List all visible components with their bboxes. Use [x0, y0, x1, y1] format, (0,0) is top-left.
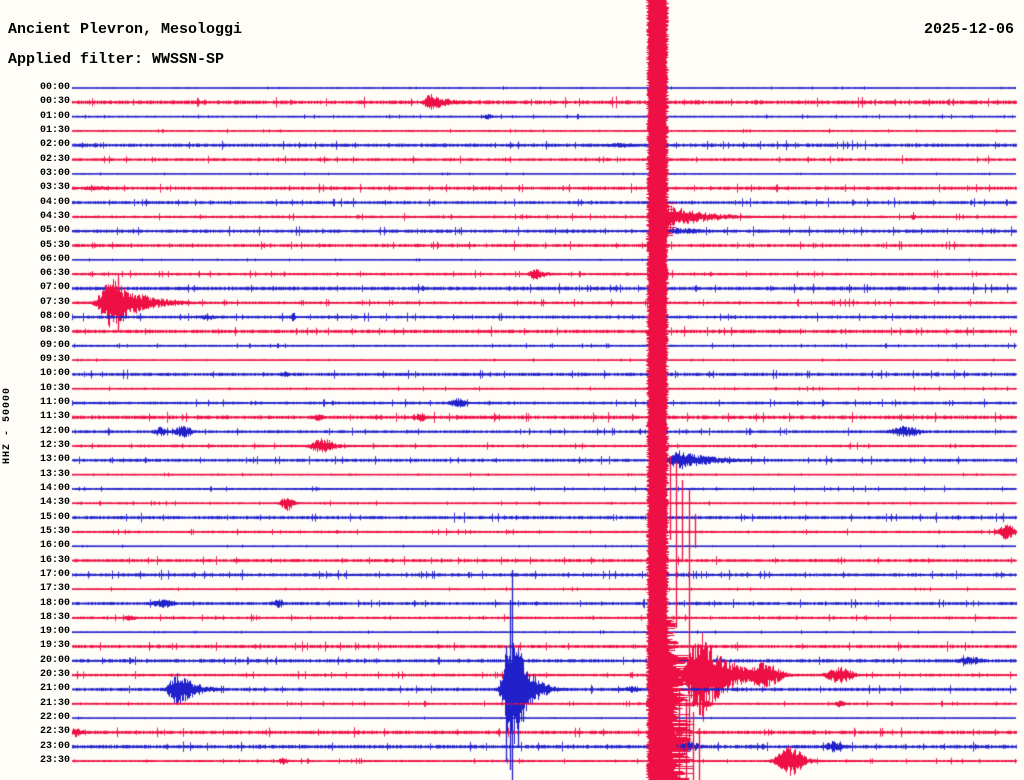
row-time-label: 05:30: [39, 239, 70, 251]
row-time-label: 17:30: [39, 583, 70, 595]
row-time-label: 08:30: [39, 325, 70, 337]
row-time-label: 07:00: [39, 282, 70, 294]
row-time-label: 17:00: [39, 568, 70, 580]
row-time-label: 20:00: [39, 654, 70, 666]
row-time-label: 13:30: [39, 468, 70, 480]
row-time-label: 04:00: [39, 196, 70, 208]
row-time-label: 04:30: [39, 210, 70, 222]
row-time-label: 06:30: [39, 268, 70, 280]
row-time-label: 23:00: [39, 740, 70, 752]
row-time-label: 14:30: [39, 497, 70, 509]
row-time-label: 02:00: [39, 139, 70, 151]
row-time-label: 07:30: [39, 296, 70, 308]
row-time-label: 03:00: [39, 167, 70, 179]
row-time-label: 05:00: [39, 225, 70, 237]
row-time-label: 06:00: [39, 253, 70, 265]
filter-label: Applied filter: WWSSN-SP: [8, 51, 225, 68]
row-time-label: 00:30: [39, 96, 70, 108]
row-time-label: 09:30: [39, 354, 70, 366]
row-time-label: 16:00: [39, 540, 70, 552]
row-time-label: 18:30: [39, 611, 70, 623]
row-time-label: 11:00: [39, 397, 70, 409]
row-time-label: 21:00: [39, 683, 70, 695]
row-time-label: 19:30: [39, 640, 70, 652]
row-time-label: 22:30: [39, 726, 70, 738]
row-time-label: 15:00: [39, 511, 70, 523]
row-time-label: 12:00: [39, 425, 70, 437]
y-axis-scale-label: HHZ - 50000: [2, 386, 13, 464]
row-time-label: 19:00: [39, 626, 70, 638]
row-time-label: 21:30: [39, 697, 70, 709]
row-time-label: 01:30: [39, 124, 70, 136]
row-time-label: 10:30: [39, 382, 70, 394]
row-time-label: 01:00: [39, 110, 70, 122]
row-time-label: 22:00: [39, 712, 70, 724]
row-time-label: 18:00: [39, 597, 70, 609]
date-label: 2025-12-06: [923, 21, 1014, 38]
row-time-label: 11:30: [39, 411, 70, 423]
row-time-label: 03:30: [39, 182, 70, 194]
row-time-label: 02:30: [39, 153, 70, 165]
row-time-label: 10:00: [39, 368, 70, 380]
station-title: Ancient Plevron, Mesologgi: [8, 21, 243, 38]
row-time-label: 23:30: [39, 755, 70, 767]
row-time-label: 00:00: [39, 82, 70, 93]
row-time-label: 20:30: [39, 669, 70, 681]
row-time-label: 14:00: [39, 482, 70, 494]
row-time-label: 08:00: [39, 311, 70, 323]
row-time-label: 15:30: [39, 525, 70, 537]
row-time-label: 09:00: [39, 339, 70, 351]
row-time-label: 13:00: [39, 454, 70, 466]
row-time-label: 12:30: [39, 440, 70, 451]
row-time-label: 16:30: [39, 554, 70, 566]
